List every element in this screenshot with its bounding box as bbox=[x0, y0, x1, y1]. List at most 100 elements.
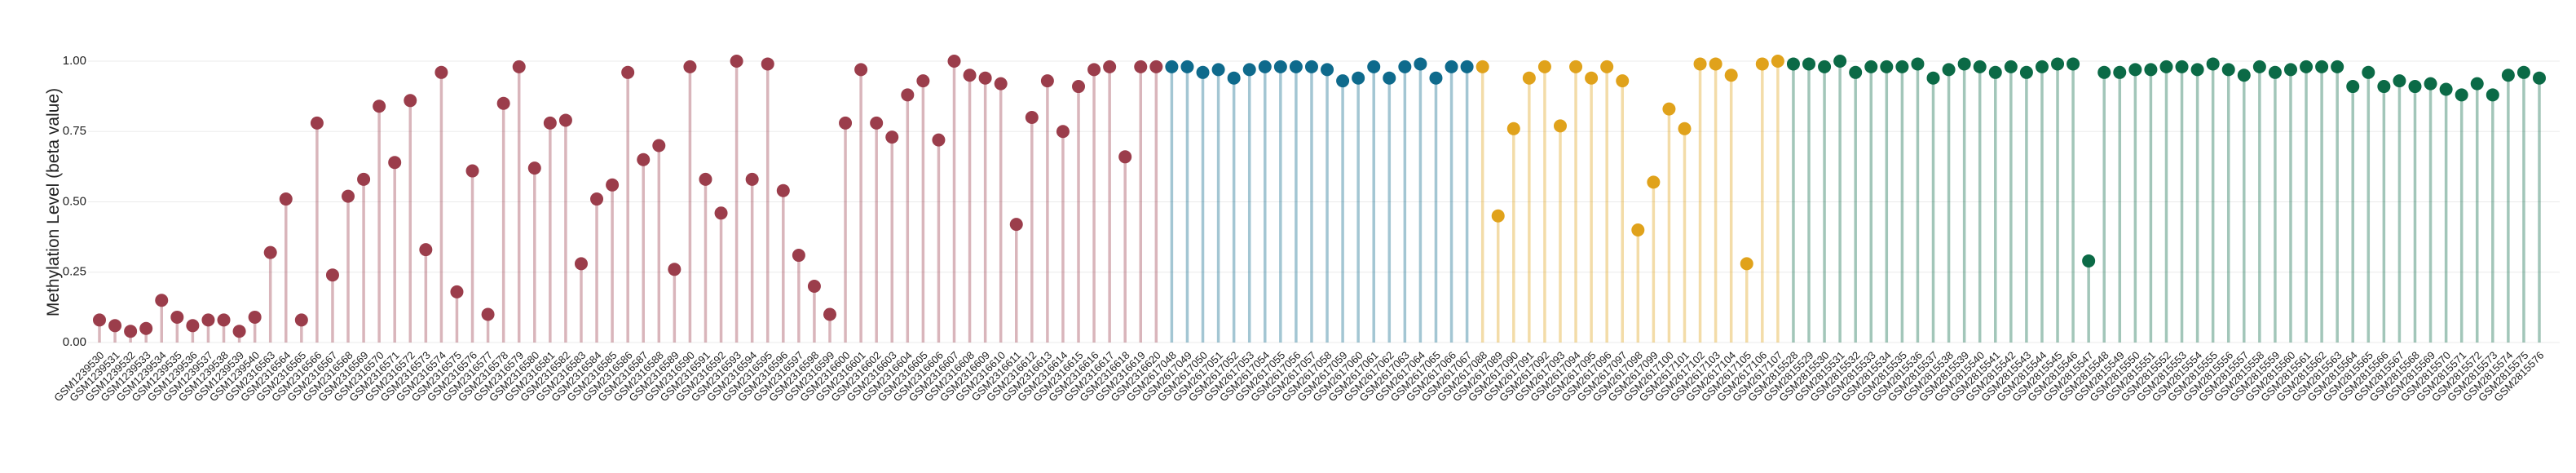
dot bbox=[1522, 71, 1536, 85]
dot bbox=[683, 60, 697, 73]
dot bbox=[2190, 63, 2204, 77]
dot bbox=[1631, 223, 1645, 236]
dot bbox=[2019, 65, 2033, 79]
dot bbox=[574, 257, 588, 271]
dot bbox=[124, 325, 138, 338]
dot bbox=[1352, 71, 1365, 85]
dot bbox=[730, 55, 743, 68]
dot bbox=[1771, 55, 1784, 68]
dot bbox=[279, 192, 293, 206]
dot bbox=[2362, 65, 2375, 79]
dot bbox=[1849, 65, 1863, 79]
dot bbox=[1755, 57, 1769, 71]
dot bbox=[1957, 57, 1971, 71]
dot bbox=[1149, 60, 1163, 73]
dot bbox=[2300, 60, 2314, 73]
y-tick-label: 0.50 bbox=[63, 194, 86, 208]
dot bbox=[1383, 71, 1396, 85]
dot bbox=[2237, 69, 2251, 82]
dot bbox=[745, 172, 759, 186]
dot bbox=[1134, 60, 1148, 73]
dot bbox=[839, 116, 853, 130]
dot bbox=[357, 172, 371, 186]
dot bbox=[325, 268, 339, 282]
dot bbox=[870, 116, 884, 130]
dot bbox=[1740, 257, 1753, 271]
dot bbox=[2097, 65, 2111, 79]
dot bbox=[1926, 71, 1940, 85]
dot bbox=[2501, 69, 2515, 82]
dot bbox=[2533, 71, 2546, 85]
dot bbox=[1553, 119, 1567, 133]
dot bbox=[2035, 60, 2049, 73]
dot bbox=[792, 249, 805, 263]
y-tick-label: 1.00 bbox=[63, 54, 86, 68]
dot bbox=[1600, 60, 1614, 73]
dot bbox=[1087, 63, 1101, 77]
dot bbox=[2455, 88, 2468, 102]
dot bbox=[590, 192, 604, 206]
y-tick-label: 0.25 bbox=[63, 265, 86, 279]
dot bbox=[232, 325, 246, 338]
dot bbox=[1072, 80, 1086, 94]
dot bbox=[388, 156, 402, 170]
dot bbox=[1258, 60, 1272, 73]
dot bbox=[1273, 60, 1287, 73]
dot bbox=[1429, 71, 1443, 85]
dot bbox=[807, 280, 821, 293]
dot bbox=[465, 164, 479, 178]
dot bbox=[1818, 60, 1832, 73]
dot bbox=[170, 310, 184, 324]
dot bbox=[2283, 63, 2297, 77]
dot bbox=[963, 69, 977, 82]
dot bbox=[1647, 175, 1661, 189]
dot bbox=[93, 313, 106, 327]
dot bbox=[108, 319, 122, 333]
dot bbox=[1196, 65, 1210, 79]
dot bbox=[947, 55, 961, 68]
dot bbox=[2004, 60, 2018, 73]
dot bbox=[1025, 111, 1039, 124]
dot bbox=[263, 245, 277, 259]
dot bbox=[2051, 57, 2065, 71]
dot bbox=[1040, 74, 1054, 88]
dot bbox=[823, 307, 836, 321]
dot bbox=[481, 307, 495, 321]
dot bbox=[1973, 60, 1987, 73]
dot bbox=[1336, 74, 1350, 88]
dot bbox=[885, 130, 899, 144]
dot bbox=[2221, 63, 2235, 77]
dot bbox=[699, 172, 712, 186]
dot bbox=[527, 161, 541, 175]
dot bbox=[978, 71, 992, 85]
dot bbox=[2113, 65, 2127, 79]
dot bbox=[1056, 125, 1070, 139]
dot bbox=[1475, 60, 1489, 73]
y-tick-label: 0.00 bbox=[63, 335, 86, 349]
dot bbox=[248, 310, 262, 324]
dot bbox=[1864, 60, 1878, 73]
dot bbox=[2159, 60, 2173, 73]
dot bbox=[994, 77, 1008, 91]
dot bbox=[1118, 150, 1132, 164]
dot bbox=[2206, 57, 2220, 71]
dot bbox=[854, 63, 868, 77]
dot bbox=[512, 60, 526, 73]
dot bbox=[2516, 65, 2530, 79]
dot bbox=[373, 99, 386, 113]
dot bbox=[1911, 57, 1925, 71]
dot bbox=[714, 206, 728, 220]
dot bbox=[2424, 77, 2437, 91]
dot bbox=[916, 74, 930, 88]
dot bbox=[294, 313, 308, 327]
dot bbox=[2175, 60, 2189, 73]
dot bbox=[186, 319, 200, 333]
dot bbox=[1304, 60, 1318, 73]
dot bbox=[1227, 71, 1241, 85]
dot bbox=[1398, 60, 1412, 73]
dot bbox=[1289, 60, 1303, 73]
y-tick-label: 0.75 bbox=[63, 124, 86, 138]
dot bbox=[404, 94, 417, 108]
dot bbox=[2470, 77, 2484, 91]
